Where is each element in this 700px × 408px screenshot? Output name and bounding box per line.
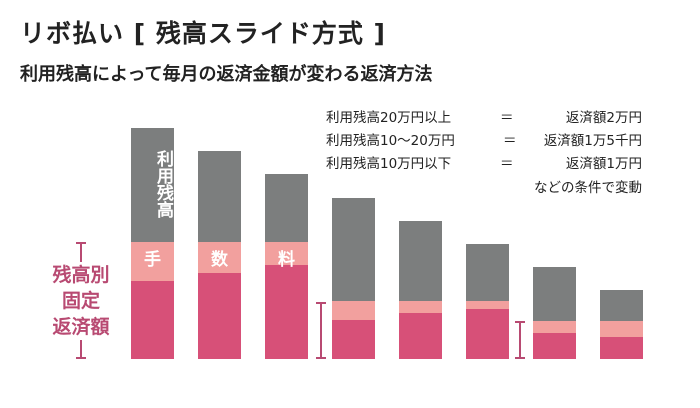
bar-3 [265, 174, 308, 359]
balance-segment [399, 221, 442, 301]
bar-8 [600, 290, 643, 359]
condition-balance-2: 利用残高10〜20万円 [326, 133, 455, 149]
condition-balance-3: 利用残高10万円以下 [326, 156, 452, 172]
condition-eq-1: ＝ [500, 110, 514, 126]
condition-balance-1: 利用残高20万円以上 [326, 110, 452, 126]
condition-payment-3: 返済額1万円 [565, 156, 642, 172]
balance-segment [198, 151, 241, 242]
side-label-line: 固定 [40, 288, 122, 314]
side-label: 残高別 固定 返済額 [40, 262, 122, 340]
conditions-note: などの条件で変動 [534, 180, 642, 196]
payment-segment [131, 281, 174, 359]
side-label-line: 残高別 [40, 262, 122, 288]
payment-segment [265, 265, 308, 359]
fee-segment [131, 242, 174, 281]
payment-segment [533, 333, 576, 359]
bracket-right [515, 321, 525, 359]
balance-label: 利用残高 [153, 150, 173, 218]
payment-segment [198, 273, 241, 359]
fee-segment [600, 321, 643, 337]
fee-segment [399, 301, 442, 313]
payment-segment [466, 309, 509, 359]
side-label-line: 返済額 [40, 314, 122, 340]
fee-segment [466, 301, 509, 309]
page-title: リボ払い [ 残高スライド方式 ] [20, 19, 386, 48]
fee-char-3: 料 [278, 250, 295, 270]
bar-7 [533, 267, 576, 359]
bracket-mid [316, 302, 326, 359]
payment-segment [600, 337, 643, 359]
balance-segment [332, 198, 375, 301]
balance-segment [466, 244, 509, 301]
bar-6 [466, 244, 509, 359]
fee-segment [198, 242, 241, 273]
fee-char-2: 数 [211, 250, 228, 270]
balance-segment [600, 290, 643, 321]
fee-segment [265, 242, 308, 265]
bar-4 [332, 198, 375, 359]
bar-5 [399, 221, 442, 359]
payment-segment [399, 313, 442, 359]
bar-1 [131, 128, 174, 359]
condition-eq-2: ＝ [503, 133, 517, 149]
condition-eq-3: ＝ [500, 156, 514, 172]
fee-segment [332, 301, 375, 320]
subtitle: 利用残高によって毎月の返済金額が変わる返済方法 [20, 64, 433, 85]
condition-payment-2: 返済額1万5千円 [543, 133, 642, 149]
fee-segment [533, 321, 576, 333]
fee-char-1: 手 [144, 250, 161, 270]
balance-segment [265, 174, 308, 242]
balance-segment [533, 267, 576, 321]
condition-payment-1: 返済額2万円 [565, 110, 642, 126]
payment-segment [332, 320, 375, 359]
bar-2 [198, 151, 241, 359]
balance-segment [131, 128, 174, 242]
